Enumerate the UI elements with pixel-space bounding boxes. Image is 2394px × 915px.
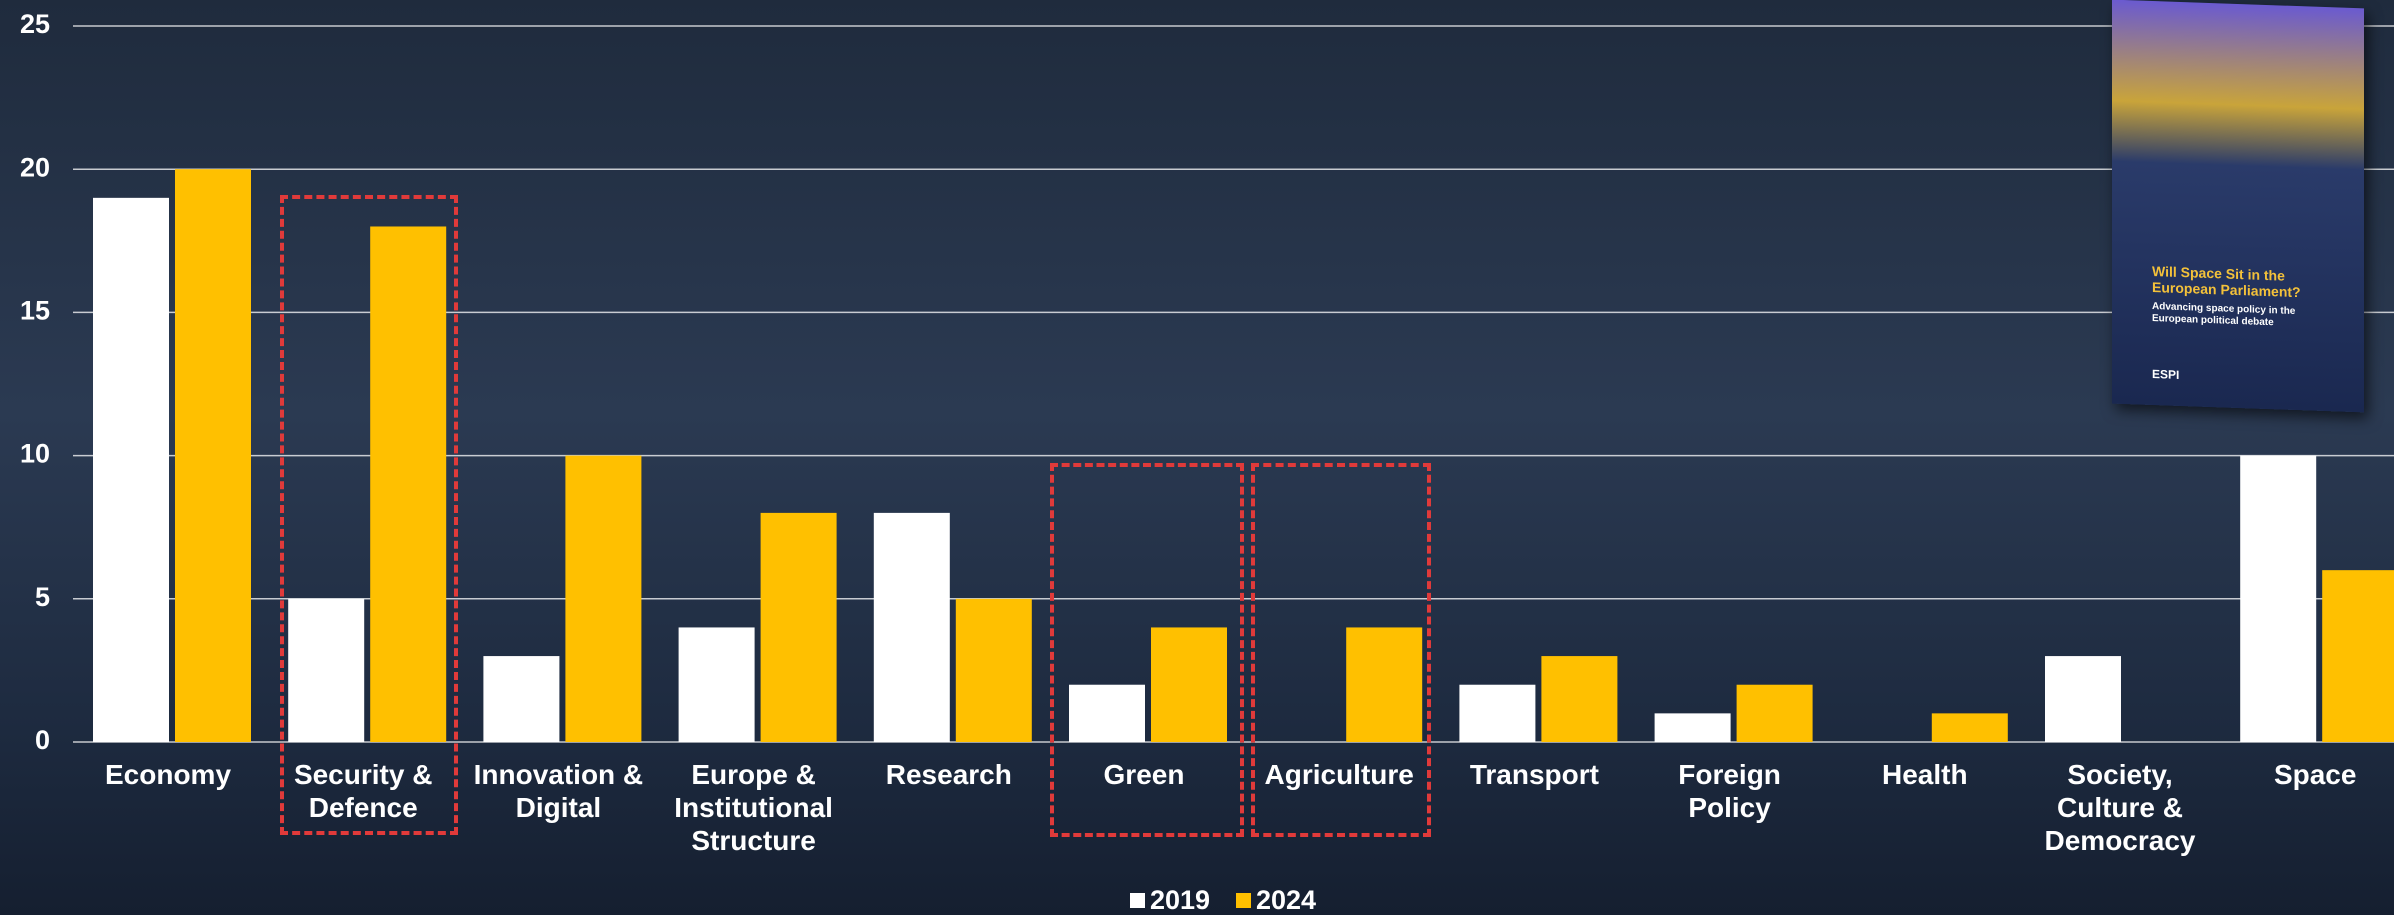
bar — [175, 169, 251, 742]
bar — [1931, 713, 2008, 742]
y-tick-label: 5 — [35, 582, 50, 612]
x-tick-label: Research — [885, 759, 1012, 790]
bar — [1654, 713, 1731, 742]
bar — [565, 455, 642, 742]
legend-swatch — [1130, 893, 1145, 908]
x-tick-label: Transport — [1469, 759, 1599, 790]
bar — [955, 598, 1032, 742]
x-tick-label: Agriculture — [1264, 759, 1414, 790]
legend-label: 2024 — [1256, 885, 1316, 915]
x-tick-label: Green — [1103, 759, 1185, 790]
x-tick-label: Foreign Policy — [1678, 759, 1781, 823]
bar — [873, 512, 950, 742]
bar — [1069, 684, 1145, 742]
bar — [1151, 627, 1227, 742]
highlight-box — [1251, 463, 1431, 837]
y-tick-label: 15 — [20, 296, 50, 326]
cover-subtitle: Advancing space policy in the European p… — [2152, 300, 2296, 329]
y-tick-label: 25 — [20, 9, 50, 39]
x-tick-label: Society, Culture & Democracy — [2044, 759, 2196, 856]
legend-swatch — [1236, 893, 1251, 908]
bar — [483, 656, 560, 742]
x-tick-label: Security & Defence — [293, 759, 433, 823]
bar — [1459, 684, 1536, 742]
y-tick-label: 20 — [20, 152, 50, 182]
bar — [1736, 684, 1813, 742]
bar — [2045, 656, 2121, 742]
x-tick-label: Economy — [104, 759, 232, 790]
highlight-box — [1050, 463, 1244, 837]
cover-title: Will Space Sit in the European Parliamen… — [2152, 262, 2301, 301]
bar — [93, 197, 169, 743]
bar — [1541, 656, 1618, 742]
bar — [1346, 627, 1423, 742]
legend-label: 2019 — [1150, 885, 1210, 915]
bar — [288, 598, 365, 742]
x-tick-label: Europe & Institutional Structure — [674, 759, 833, 856]
bar — [678, 627, 755, 742]
bar — [760, 512, 837, 742]
x-tick-label: Space — [2273, 759, 2357, 790]
y-tick-label: 10 — [20, 439, 50, 469]
bar — [2322, 570, 2394, 742]
highlight-box — [280, 195, 458, 835]
x-tick-label: Health — [1882, 759, 1968, 790]
cover-publisher: ESPI — [2152, 366, 2180, 382]
y-tick-label: 0 — [35, 725, 50, 755]
bar — [2240, 455, 2317, 742]
bar — [370, 226, 447, 743]
x-tick-label: Innovation & Digital — [473, 759, 644, 823]
report-cover: Will Space Sit in the European Parliamen… — [2112, 0, 2364, 413]
